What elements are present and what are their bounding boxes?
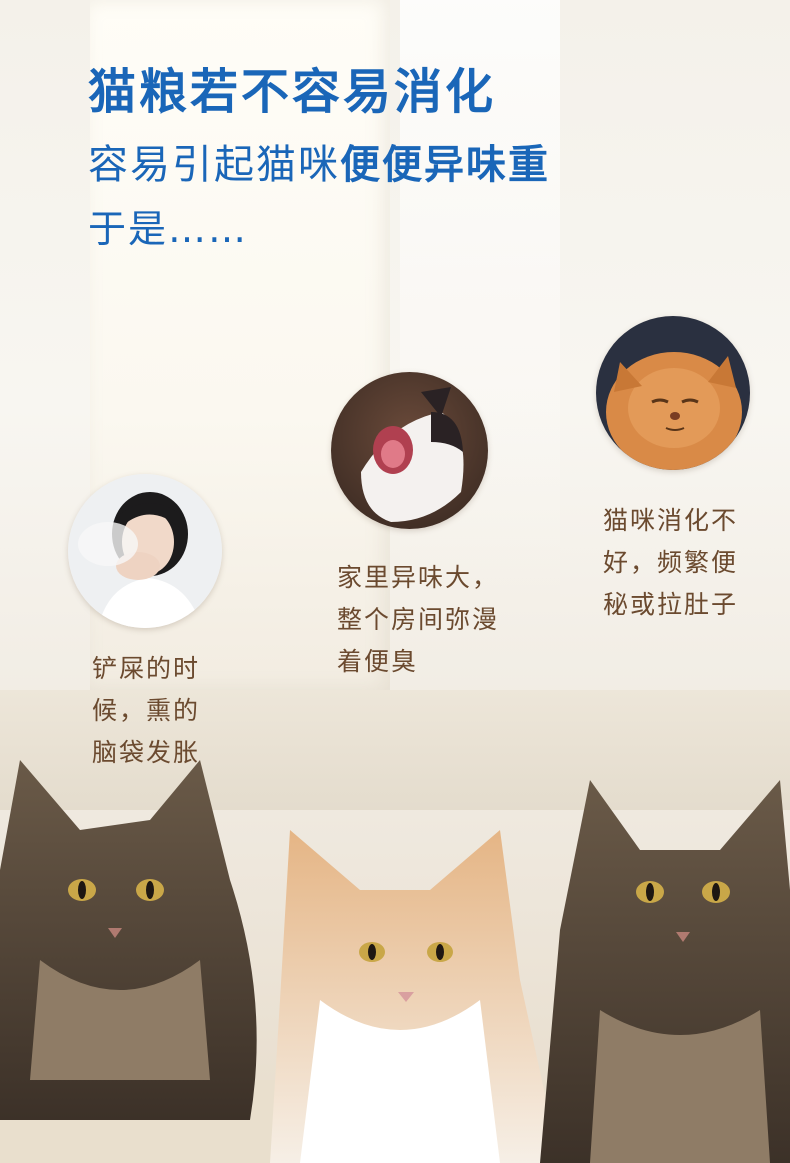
caption-2-line-2: 整个房间弥漫 (337, 605, 500, 634)
caption-1-line-3: 脑袋发胀 (92, 738, 201, 767)
subline-tail: 于是…… (88, 207, 249, 251)
three-cats-photo (0, 760, 790, 1163)
woman-photo (68, 474, 222, 628)
grumpy-cat-photo (596, 316, 750, 470)
caption-3-line-1: 猫咪消化不 (603, 506, 739, 535)
caption-1: 铲屎的时 候，熏的 脑袋发胀 (92, 648, 200, 774)
caption-2-line-1: 家里异味大， (337, 563, 500, 592)
subline: 容易引起猫咪便便异味重 (88, 132, 550, 190)
background-sill (0, 690, 790, 810)
caption-3: 猫咪消化不 好，频繁便 秘或拉肚子 (603, 500, 738, 626)
caption-1-line-2: 候，熏的 (92, 696, 201, 725)
caption-3-line-2: 好，频繁便 (603, 548, 739, 577)
caption-2: 家里异味大， 整个房间弥漫 着便臭 (337, 557, 499, 683)
subline-normal: 容易引起猫咪 (88, 142, 340, 188)
headline: 猫粮若不容易消化 (88, 64, 497, 120)
caption-3-line-3: 秘或拉肚子 (603, 590, 739, 619)
caption-2-line-3: 着便臭 (337, 647, 419, 676)
caption-1-line-1: 铲屎的时 (92, 654, 201, 683)
subline-bold: 便便异味重 (340, 142, 550, 188)
yawning-cat-photo (331, 372, 488, 529)
